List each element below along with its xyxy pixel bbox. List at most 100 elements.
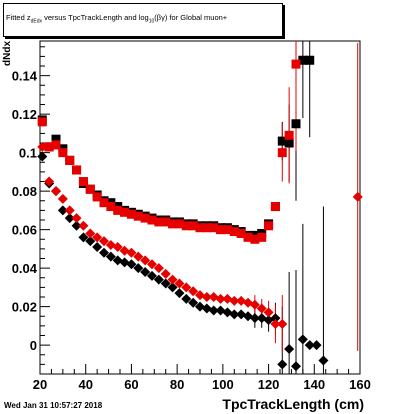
data-point-square: [264, 221, 274, 231]
data-point-diamond: [126, 247, 137, 258]
data-point-diamond: [167, 282, 178, 293]
data-point-square: [250, 234, 260, 244]
data-point-square: [120, 207, 130, 217]
x-tick-label: 80: [170, 377, 184, 392]
data-point-diamond: [57, 205, 68, 216]
data-point-square: [72, 165, 82, 175]
data-point-diamond: [71, 220, 82, 231]
data-point-square: [154, 217, 164, 227]
x-tick-label: 140: [303, 377, 325, 392]
date-stamp: Wed Jan 31 10:57:27 2018: [4, 401, 103, 410]
data-point-diamond: [92, 232, 103, 243]
data-point-diamond: [249, 299, 260, 310]
x-tick-label: 100: [212, 377, 234, 392]
data-point-square: [44, 142, 54, 152]
data-point-square: [65, 155, 75, 165]
data-point-diamond: [160, 278, 171, 289]
data-point-square: [113, 205, 123, 215]
data-point-diamond: [37, 151, 48, 162]
y-tick-label: 0: [30, 338, 37, 353]
data-point-diamond: [133, 251, 144, 262]
y-tick-label: 0.04: [12, 261, 38, 276]
y-tick-label: 0.12: [12, 107, 37, 122]
data-point-diamond: [105, 251, 116, 262]
markers: [37, 55, 363, 372]
data-point-diamond: [318, 355, 329, 366]
plot-frame: [39, 40, 361, 375]
data-point-diamond: [174, 278, 185, 289]
title-box: Fitted zdEdx versus TpcTrackLength and l…: [3, 3, 283, 37]
data-point-square: [174, 219, 184, 229]
plot-border: [39, 40, 361, 375]
x-tick-label: 20: [33, 377, 47, 392]
x-axis-label: TpcTrackLength (cm): [222, 396, 364, 412]
data-point-diamond: [167, 274, 178, 285]
data-point-diamond: [174, 288, 185, 299]
data-point-diamond: [160, 268, 171, 279]
data-point-square: [209, 223, 219, 233]
data-point-square: [106, 202, 116, 212]
data-point-diamond: [64, 213, 75, 224]
data-point-square: [188, 221, 198, 231]
data-point-square: [133, 211, 143, 221]
x-tick-label: 40: [78, 377, 92, 392]
data-point-diamond: [133, 263, 144, 274]
data-point-diamond: [57, 193, 68, 204]
data-point-square: [85, 184, 95, 194]
data-point-square: [161, 217, 171, 227]
data-point-diamond: [284, 343, 295, 354]
data-point-diamond: [229, 295, 240, 306]
data-point-square: [126, 209, 136, 219]
data-point-square: [284, 130, 294, 140]
data-point-diamond: [188, 286, 199, 297]
data-point-diamond: [140, 255, 151, 266]
y-tick-label: 0.1: [19, 146, 37, 161]
data-point-square: [277, 148, 287, 158]
error-bars: [254, 41, 359, 374]
data-point-square: [236, 228, 246, 238]
data-point-square: [78, 177, 88, 187]
chart-title: Fitted zdEdx versus TpcTrackLength and l…: [6, 13, 228, 25]
data-point-diamond: [352, 191, 363, 202]
data-point-diamond: [126, 259, 137, 270]
data-point-square: [181, 221, 191, 231]
data-point-diamond: [85, 236, 96, 247]
x-tick-label: 60: [124, 377, 138, 392]
data-point-diamond: [51, 186, 61, 197]
data-point-diamond: [99, 236, 109, 247]
data-point-diamond: [92, 241, 103, 252]
data-point-square: [291, 59, 301, 69]
data-point-diamond: [201, 292, 212, 303]
axes: 20 40 60 80 100 120 140 160 0 0.02 0.04 0.06 0.08 0.1…: [12, 46, 371, 392]
data-point-square: [58, 148, 68, 158]
data-point-diamond: [153, 274, 164, 285]
data-point-square: [147, 215, 157, 225]
data-point-diamond: [153, 263, 164, 274]
data-point-diamond: [85, 228, 96, 239]
data-point-diamond: [215, 293, 226, 304]
data-point-diamond: [44, 176, 55, 187]
data-point-square: [216, 225, 226, 235]
data-point-diamond: [270, 313, 281, 324]
data-point-square: [305, 55, 315, 65]
data-point-square: [243, 232, 253, 242]
data-point-diamond: [249, 313, 260, 324]
data-point-square: [37, 117, 47, 127]
data-point-diamond: [71, 213, 82, 224]
data-point-square: [298, 55, 308, 65]
data-point-diamond: [37, 141, 48, 152]
data-point-diamond: [140, 266, 151, 277]
data-point-diamond: [78, 232, 89, 243]
data-point-square: [140, 213, 150, 223]
data-point-square: [195, 223, 205, 233]
data-point-diamond: [304, 340, 315, 351]
x-tick-label: 160: [349, 377, 371, 392]
data-point-diamond: [208, 305, 219, 316]
y-tick-label: 0.08: [12, 184, 37, 199]
data-point-diamond: [188, 297, 199, 308]
data-point-diamond: [147, 259, 157, 270]
data-point-diamond: [270, 318, 281, 329]
data-point-diamond: [277, 359, 288, 370]
data-point-diamond: [99, 247, 109, 258]
y-tick-label: 0.06: [12, 223, 37, 238]
